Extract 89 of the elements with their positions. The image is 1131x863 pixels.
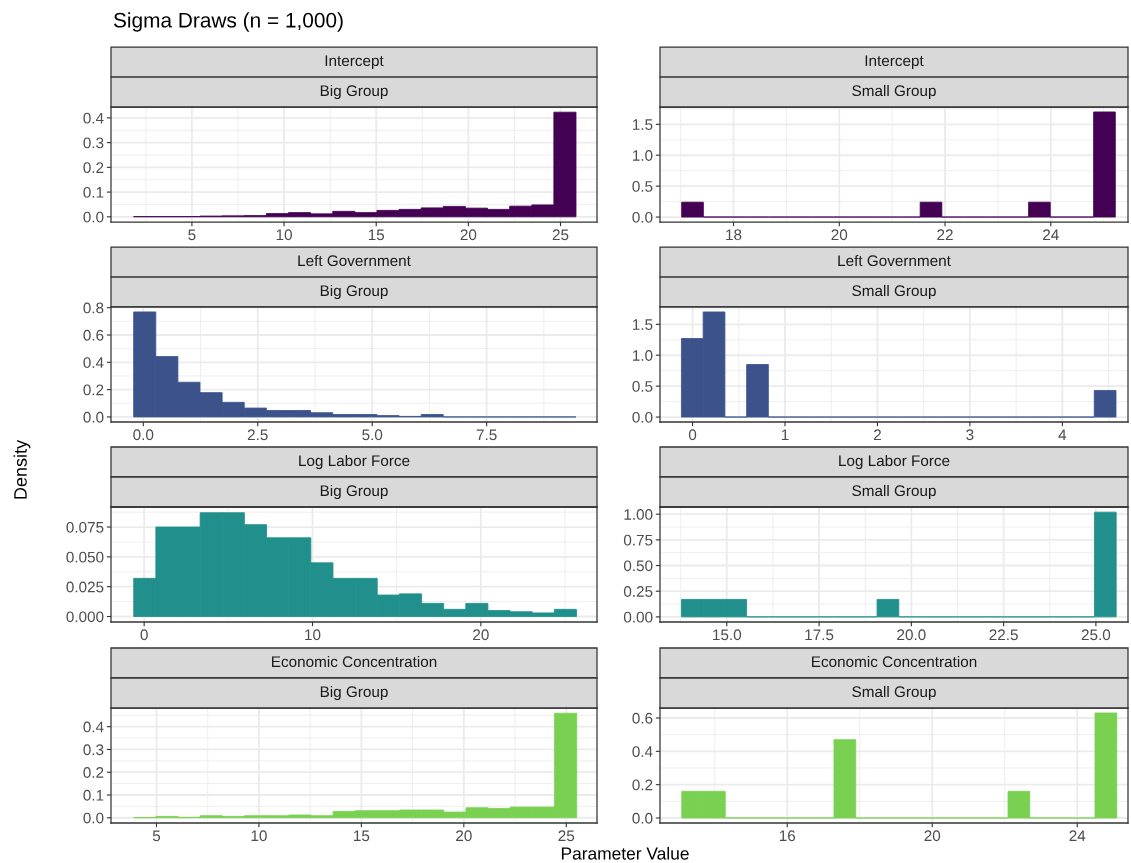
x-tick-label: 17.5 — [805, 629, 834, 641]
y-tick-label: 0.0 — [83, 812, 104, 824]
y-tick-label: 0.6 — [632, 712, 653, 724]
y-tick-label: 0.0 — [83, 411, 104, 423]
y-tick-label: 0.2 — [632, 779, 653, 791]
y-tick-label: 0.2 — [83, 384, 104, 396]
y-tick-label: 0.4 — [632, 746, 653, 758]
chart-title: Economic Concentration — [272, 655, 437, 668]
y-tick-label: 0.00 — [623, 611, 653, 623]
y-tick-label: 0.1 — [83, 186, 104, 198]
x-tick-label: 18 — [726, 229, 742, 241]
chart-title: Intercept — [325, 55, 384, 70]
y-tick-label: 1.0 — [632, 150, 653, 161]
x-tick-label: 10 — [305, 629, 321, 641]
x-tick-label: 20 — [456, 830, 472, 842]
y-tick-label: 0.25 — [623, 586, 653, 597]
y-tick-label: 0.0 — [632, 411, 653, 423]
x-tick-label: 24 — [1069, 830, 1086, 842]
x-tick-label: 25 — [558, 830, 575, 842]
y-tick-label: 0.050 — [66, 551, 104, 563]
x-tick-label: 15 — [368, 229, 385, 241]
chart-title: Economic Concentration — [812, 655, 977, 668]
chart-subtitle: Small Group — [852, 84, 936, 100]
y-tick-label: 0.5 — [632, 181, 653, 192]
x-tick-label: 5.0 — [362, 429, 383, 441]
chart-subtitle: Big Group — [320, 685, 388, 701]
y-tick-label: 0.2 — [83, 767, 104, 778]
x-tick-label: 24 — [1043, 229, 1059, 241]
chart-title: Left Government — [298, 254, 411, 267]
x-tick-label: 10 — [276, 229, 292, 241]
x-tick-label: 10 — [251, 830, 267, 842]
x-tick-label: 15.0 — [713, 629, 742, 641]
x-tick-label: 15 — [354, 830, 370, 842]
y-tick-label: 0.3 — [83, 137, 104, 149]
y-tick-label: 1.0 — [632, 350, 653, 361]
y-tick-label: 1.5 — [632, 119, 653, 130]
chart-subtitle: Small Group — [852, 484, 936, 500]
x-axis-title: Parameter Value — [561, 846, 689, 860]
x-tick-label: 0 — [688, 429, 697, 441]
y-axis-title: Density — [13, 439, 31, 499]
chart-title: Log Labor Force — [299, 454, 410, 470]
chart-title: Intercept — [865, 55, 924, 70]
y-tick-label: 0.75 — [623, 534, 653, 546]
chart-subtitle: Small Group — [852, 685, 936, 701]
x-tick-label: 25 — [552, 229, 569, 241]
x-tick-label: 20 — [831, 229, 848, 241]
y-tick-label: 0.5 — [632, 381, 653, 392]
chart-subtitle: Big Group — [320, 84, 388, 100]
x-tick-label: 20 — [924, 830, 941, 842]
y-tick-label: 0.6 — [83, 329, 104, 341]
chart-subtitle: Small Group — [852, 284, 936, 300]
y-tick-label: 0.0 — [83, 211, 104, 223]
x-tick-label: 20.0 — [897, 629, 926, 641]
chart-subtitle: Big Group — [320, 484, 388, 500]
x-tick-label: 20 — [473, 629, 489, 641]
y-tick-label: 0.000 — [66, 611, 104, 623]
y-tick-label: 0.3 — [83, 744, 104, 756]
x-tick-label: 3 — [966, 429, 974, 441]
chart-subtitle: Big Group — [320, 284, 388, 300]
y-tick-label: 0.075 — [66, 521, 104, 533]
x-tick-label: 7.5 — [476, 429, 497, 441]
y-tick-label: 1.5 — [632, 319, 653, 330]
y-tick-label: 0.1 — [83, 789, 104, 801]
x-tick-label: 5 — [188, 229, 196, 241]
y-tick-label: 0.025 — [66, 581, 104, 593]
y-tick-label: 0.2 — [83, 162, 104, 174]
x-tick-label: 0.0 — [133, 429, 154, 441]
x-tick-label: 25.0 — [1081, 629, 1111, 641]
x-tick-label: 5 — [152, 830, 161, 842]
y-tick-label: 0.4 — [83, 721, 104, 733]
y-tick-label: 0.0 — [632, 812, 653, 824]
x-tick-label: 22.5 — [989, 629, 1018, 641]
y-tick-label: 0.8 — [83, 302, 104, 314]
chart-title: Log Labor Force — [839, 454, 950, 470]
x-tick-label: 20 — [460, 229, 477, 241]
x-tick-label: 1 — [781, 429, 789, 441]
y-tick-label: 0.4 — [83, 112, 104, 124]
x-tick-label: 4 — [1058, 429, 1067, 441]
y-tick-label: 0.4 — [83, 357, 104, 368]
y-tick-label: 1.00 — [624, 509, 653, 520]
x-tick-label: 22 — [937, 229, 953, 241]
chart-title: Left Government — [838, 254, 951, 267]
y-tick-label: 0.50 — [623, 560, 653, 572]
x-tick-label: 0 — [140, 629, 148, 641]
x-tick-label: 2.5 — [247, 429, 268, 441]
x-tick-label: 16 — [779, 830, 796, 842]
y-tick-label: 0.0 — [632, 211, 653, 223]
text: Sigma Draws (n = 1,000) — [113, 12, 343, 32]
x-tick-label: 2 — [873, 429, 881, 441]
